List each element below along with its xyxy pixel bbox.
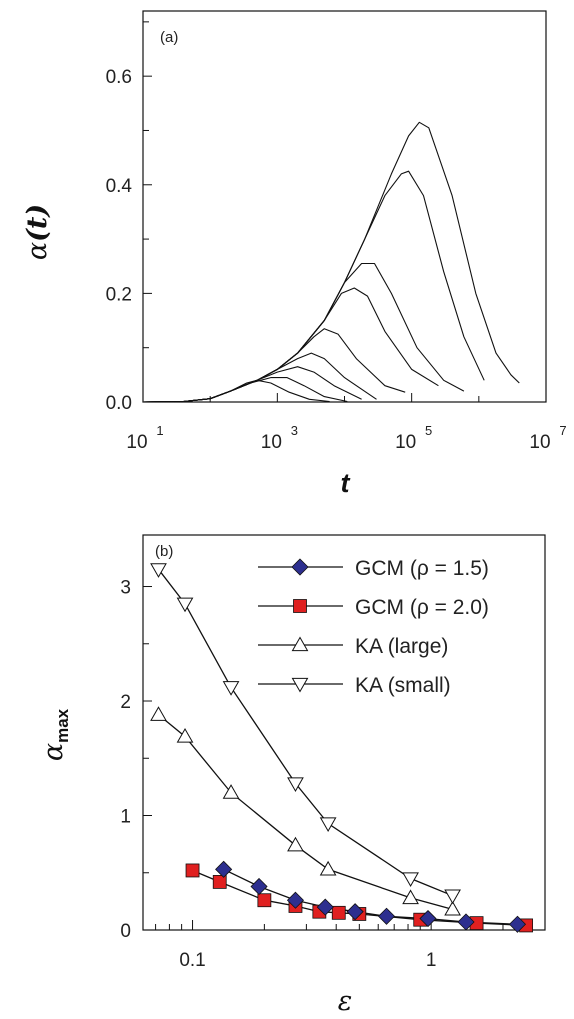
y-axis-label-a: α(t) (22, 204, 53, 260)
y-tick-label: 2 (120, 692, 131, 713)
legend-label: KA (small) (355, 674, 451, 697)
x-tick-label: 1 (426, 950, 437, 971)
y-label-sub-b: max (53, 708, 72, 743)
y-tick-label: 0 (120, 921, 131, 942)
series-4-point (150, 563, 167, 578)
series-1-point (457, 913, 475, 931)
panel-a: (a) 10 1 10 3 10 5 10 7 0.0 0.2 0.4 0.6 α(t) t (22, 10, 567, 498)
series-1-point (377, 907, 396, 925)
series-3-point (444, 900, 461, 916)
series-1-point (346, 903, 364, 921)
series-b (150, 563, 534, 933)
x-tick-label: 10 (529, 432, 550, 453)
x-axis-label-b: ε (338, 986, 353, 1017)
series-1-point (419, 909, 437, 928)
series-1-point (316, 898, 334, 916)
x-tick-exponent: 3 (291, 423, 298, 438)
series-2-point (212, 875, 227, 889)
y-tick-label: 0.4 (106, 176, 133, 197)
series-line-2 (192, 869, 527, 927)
legend-label: KA (large) (355, 635, 448, 658)
y-tick-label: 0.6 (106, 67, 132, 88)
series-3-point (402, 889, 419, 905)
y-label-symbol-b: α (38, 743, 69, 761)
legend-label: GCM (ρ = 1.5) (355, 557, 489, 580)
series-4-point (319, 817, 337, 833)
x-tick-label: 0.1 (179, 950, 205, 971)
series-4-point (444, 889, 461, 905)
x-tick-exponent: 7 (559, 423, 566, 438)
series-1-point (286, 891, 305, 909)
x-tick-label: 10 (395, 432, 416, 453)
series-4-point (222, 681, 240, 696)
panel-label-b: (b) (155, 543, 173, 560)
y-tick-label: 0.0 (106, 393, 132, 414)
x-axis-label-a: t (341, 468, 351, 498)
x-tick-exponent: 1 (156, 423, 163, 438)
series-2-point (257, 893, 272, 908)
series-4-point (402, 872, 419, 887)
curve-7 (142, 262, 465, 403)
legend-label: GCM (ρ = 2.0) (355, 596, 489, 619)
series-3-point (150, 706, 167, 721)
axes-a: 10 1 10 3 10 5 10 7 0.0 0.2 0.4 0.6 (106, 21, 567, 453)
y-tick-label: 1 (120, 807, 131, 828)
series-4-point (287, 777, 304, 792)
legend-marker (293, 599, 307, 613)
series-1-point (250, 877, 268, 896)
series-1-point (508, 915, 527, 933)
series-2-point (185, 863, 200, 878)
y-label-arg-a: (t) (22, 204, 53, 242)
svg-text:α(t): α(t) (22, 204, 53, 260)
panel-label-a: (a) (160, 29, 178, 46)
y-tick-label: 3 (120, 578, 131, 599)
curve-6 (142, 287, 439, 403)
legend-marker (291, 677, 309, 693)
series-2-point (331, 905, 346, 920)
legend-marker (291, 558, 309, 576)
y-axis-label-b: αmax (38, 708, 72, 761)
svg-text:αmax: αmax (38, 708, 72, 761)
series-3-point (319, 860, 337, 876)
y-tick-label: 0.2 (106, 284, 132, 305)
x-tick-exponent: 5 (425, 423, 432, 438)
series-3-point (287, 836, 304, 852)
curve-5 (142, 328, 406, 403)
x-tick-label: 10 (126, 432, 147, 453)
series-3-point (222, 784, 240, 799)
curve-2 (142, 377, 348, 403)
y-label-symbol-a: α (22, 242, 53, 260)
series-1-point (215, 860, 233, 878)
legend-marker (291, 636, 309, 652)
series-4-point (176, 597, 194, 613)
panel-b: (b) 0.1 1 0 1 2 3 GCM (ρ = 1.5) GCM (ρ = 2.0) K… (38, 534, 546, 1017)
curve-9 (142, 121, 520, 403)
curve-1 (142, 379, 330, 403)
curve-4 (142, 352, 377, 403)
x-tick-label: 10 (261, 432, 282, 453)
axes-b: 0.1 1 0 1 2 3 (120, 578, 504, 971)
plot-frame-b (142, 534, 546, 931)
curve-3 (142, 366, 362, 403)
series-3-point (176, 727, 194, 743)
curves-a (142, 121, 520, 403)
legend-b: GCM (ρ = 1.5) GCM (ρ = 2.0) KA (large) KA (… (258, 557, 489, 697)
